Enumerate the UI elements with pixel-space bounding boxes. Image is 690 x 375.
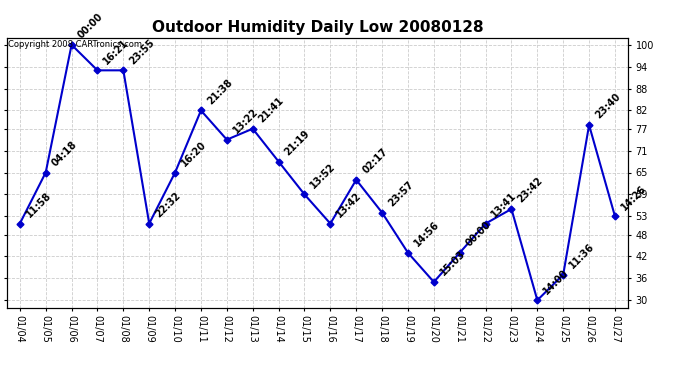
Text: 21:41: 21:41 bbox=[257, 96, 286, 124]
Title: Outdoor Humidity Daily Low 20080128: Outdoor Humidity Daily Low 20080128 bbox=[152, 20, 483, 35]
Text: 14:26: 14:26 bbox=[619, 183, 648, 212]
Text: 16:21: 16:21 bbox=[101, 37, 130, 66]
Text: 13:42: 13:42 bbox=[335, 190, 364, 219]
Text: Copyright 2008 CARTronics.com: Copyright 2008 CARTronics.com bbox=[8, 40, 142, 49]
Text: 21:19: 21:19 bbox=[283, 128, 312, 158]
Text: 14:00: 14:00 bbox=[542, 267, 571, 296]
Text: 21:38: 21:38 bbox=[205, 77, 234, 106]
Text: 11:36: 11:36 bbox=[567, 242, 596, 270]
Text: 13:52: 13:52 bbox=[308, 161, 337, 190]
Text: 15:03: 15:03 bbox=[438, 249, 467, 278]
Text: 11:58: 11:58 bbox=[24, 190, 53, 219]
Text: 13:41: 13:41 bbox=[490, 190, 519, 219]
Text: 00:00: 00:00 bbox=[464, 220, 493, 249]
Text: 02:17: 02:17 bbox=[360, 147, 389, 176]
Text: 16:20: 16:20 bbox=[179, 140, 208, 168]
Text: 23:57: 23:57 bbox=[386, 180, 415, 209]
Text: 00:00: 00:00 bbox=[76, 12, 105, 40]
Text: 22:32: 22:32 bbox=[153, 190, 182, 219]
Text: 04:18: 04:18 bbox=[50, 139, 79, 168]
Text: 13:22: 13:22 bbox=[231, 106, 260, 135]
Text: 23:42: 23:42 bbox=[515, 176, 544, 205]
Text: 14:56: 14:56 bbox=[412, 220, 441, 249]
Text: 23:40: 23:40 bbox=[593, 92, 622, 121]
Text: 23:55: 23:55 bbox=[128, 37, 157, 66]
